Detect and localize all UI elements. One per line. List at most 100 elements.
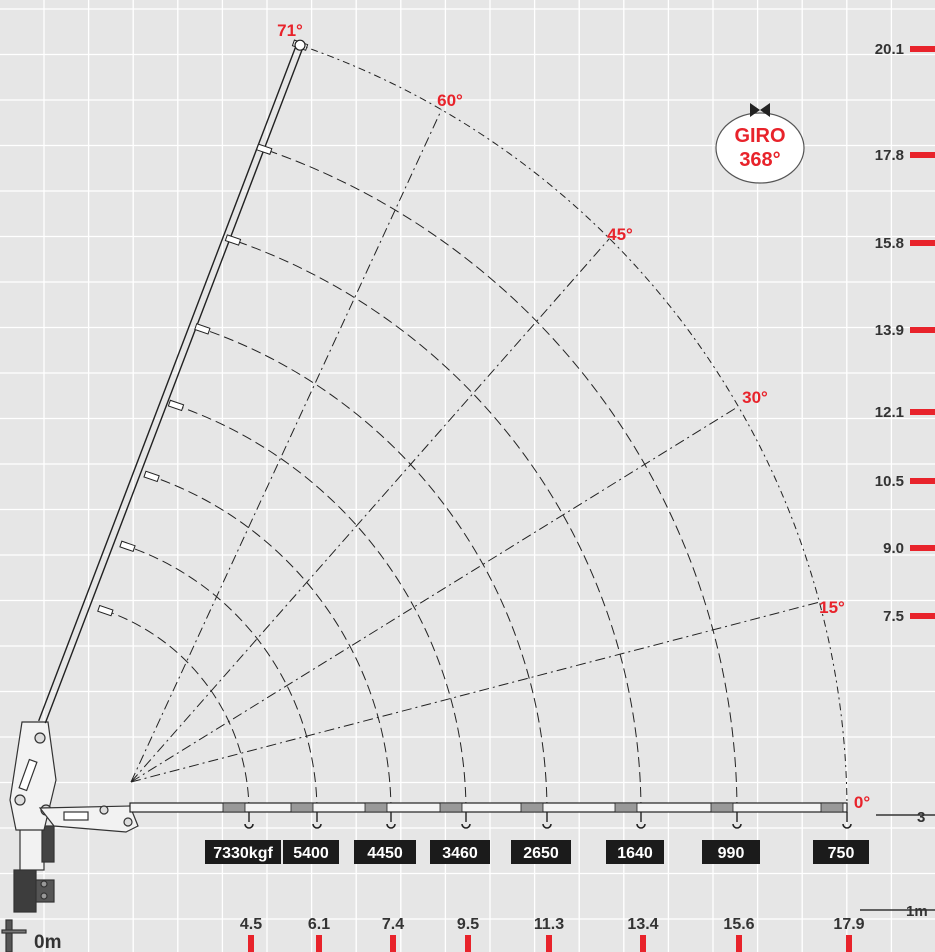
capacity-value: 990 (718, 845, 745, 862)
hook-icon (312, 823, 322, 829)
height-label: 13.9 (875, 322, 904, 339)
capacity-value: 1640 (617, 845, 653, 862)
hook-icon (842, 823, 852, 829)
crane-base (1, 721, 139, 952)
capacity-badge (283, 840, 339, 864)
reach-tick (640, 935, 646, 952)
reach-tick (465, 935, 471, 952)
capacity-badge (511, 840, 571, 864)
hook-icon (386, 823, 396, 829)
height-tick (910, 46, 935, 52)
reach-tick (846, 935, 852, 952)
reach-label: 4.5 (240, 916, 262, 933)
reach-tick (316, 935, 322, 952)
hook-icon (244, 823, 254, 829)
capacity-value: 5400 (293, 845, 329, 862)
height-tick (910, 613, 935, 619)
giro-degrees: 368° (739, 149, 780, 171)
boom-outlines (38, 39, 848, 813)
capacity-badge (354, 840, 416, 864)
rotate-arrow-left-icon (750, 103, 760, 117)
hook-icon (542, 823, 552, 829)
angle-ray-60 (130, 109, 442, 783)
reach-label: 17.9 (833, 916, 864, 933)
horizontal-boom (129, 802, 848, 813)
angle-label: 0° (854, 793, 870, 812)
boom-joint-4 (167, 399, 185, 412)
boom-section-4 (439, 802, 463, 813)
reach-label: 11.3 (534, 916, 564, 933)
boom-joint-7 (255, 143, 273, 155)
height-tick (910, 545, 935, 551)
height-label: 20.1 (875, 41, 904, 58)
boom-edge (38, 43, 298, 722)
reach-scale: 4.5 6.1 7.4 9.5 11.3 13.4 15.6 17.9 (240, 916, 865, 952)
reach-arc-3 (151, 475, 392, 813)
reach-arc-4 (175, 404, 467, 813)
capacity-badge (205, 840, 281, 864)
reach-tick (736, 935, 742, 952)
hook-icon (636, 823, 646, 829)
reach-label: 6.1 (308, 916, 330, 933)
capacity-badge (813, 840, 869, 864)
angle-label: 15° (819, 598, 845, 617)
hook-icon (732, 823, 742, 829)
angle-label: 45° (607, 225, 633, 244)
reach-label: 13.4 (627, 916, 658, 933)
ground-label: 0m (34, 932, 61, 952)
angle-labels: 71° 60° 45° 30° 15° 0° (277, 21, 870, 812)
angle-rays (130, 109, 820, 783)
height-label: 17.8 (875, 147, 904, 164)
reach-label: 9.5 (457, 916, 479, 933)
capacity-value: 7330kgf (213, 845, 273, 862)
reach-arc-1 (105, 610, 250, 813)
capacity-value: 3460 (442, 845, 478, 862)
hooks (244, 812, 852, 829)
giro-label: GIRO (734, 125, 785, 147)
reach-arc-6 (232, 239, 642, 813)
capacity-value: 750 (828, 845, 855, 862)
boom-section-3 (364, 802, 388, 813)
hook-icon (461, 823, 471, 829)
boom-edge (44, 46, 304, 724)
reach-arc-8 (299, 44, 848, 813)
height-tick (910, 478, 935, 484)
height-label: 9.0 (883, 540, 904, 557)
boom-tip-sheave (294, 39, 306, 51)
capacity-badge (606, 840, 664, 864)
height-label: 10.5 (875, 473, 904, 490)
angle-ray-30 (130, 406, 739, 783)
boom-section-1 (222, 802, 246, 813)
boom-section-7 (710, 802, 734, 813)
reach-label: 7.4 (382, 916, 404, 933)
capacity-value: 2650 (523, 845, 559, 862)
side-mark-3: 3 (917, 809, 925, 826)
reach-tick (248, 935, 254, 952)
angle-label: 30° (742, 388, 768, 407)
rotate-arrow-right-icon (760, 103, 770, 117)
boom-joint-2 (119, 540, 136, 553)
boom-joint-3 (143, 470, 160, 483)
capacity-value: 4450 (367, 845, 403, 862)
side-mark-1m: 1m (906, 903, 928, 920)
height-tick (910, 152, 935, 158)
height-tick (910, 409, 935, 415)
reach-tick (390, 935, 396, 952)
boom-section-2 (290, 802, 314, 813)
boom-joint-6 (224, 234, 242, 246)
height-tick (910, 240, 935, 246)
boom-joint-5 (194, 323, 211, 335)
giro-badge: GIRO 368° (715, 103, 805, 184)
reach-tick (546, 935, 552, 952)
reach-arc-7 (264, 148, 738, 813)
boom-section-8 (820, 802, 844, 813)
angle-ray-15 (130, 601, 820, 783)
angle-ray-45 (130, 238, 610, 783)
angle-label: 71° (277, 21, 303, 40)
boom-section-6 (614, 802, 638, 813)
capacity-badge (430, 840, 490, 864)
height-label: 15.8 (875, 235, 904, 252)
